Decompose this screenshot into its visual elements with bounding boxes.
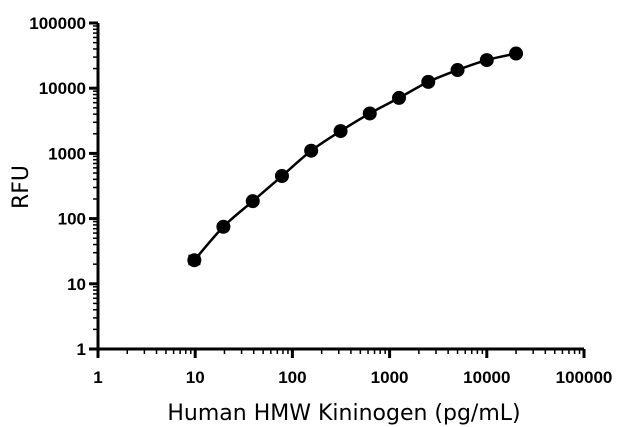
data-point [509,46,524,61]
x-tick-label: 1000 [371,368,409,387]
y-tick-label: 1000 [48,144,86,163]
x-tick-label: 100000 [556,368,613,387]
y-tick-label: 10000 [39,79,86,98]
x-axis-title: Human HMW Kininogen (pg/mL) [167,401,520,426]
data-point [479,53,494,68]
x-axis: 1 10 100 1000 10000 100000 [93,347,613,387]
data-point [362,106,377,121]
data-point [450,63,465,78]
data-point [245,194,260,209]
data-point [421,74,436,89]
y-tick-label: 100 [58,210,86,229]
y-axis: 1 10 100 1000 10000 100000 [29,14,100,359]
data-point [304,143,319,158]
y-axis-title: RFU [9,165,34,209]
data-point [274,169,289,184]
x-tick-label: 100 [278,368,306,387]
x-tick-label: 1 [93,368,102,387]
data-point [333,124,348,139]
data-point [216,219,231,234]
data-point [187,253,202,268]
plot-area [187,46,524,268]
fit-curve [193,52,517,262]
y-tick-label: 100000 [29,14,86,33]
y-tick-label: 10 [67,275,86,294]
x-tick-label: 10000 [463,368,510,387]
y-tick-label: 1 [77,340,86,359]
data-point [392,90,407,105]
x-tick-label: 10 [186,368,205,387]
